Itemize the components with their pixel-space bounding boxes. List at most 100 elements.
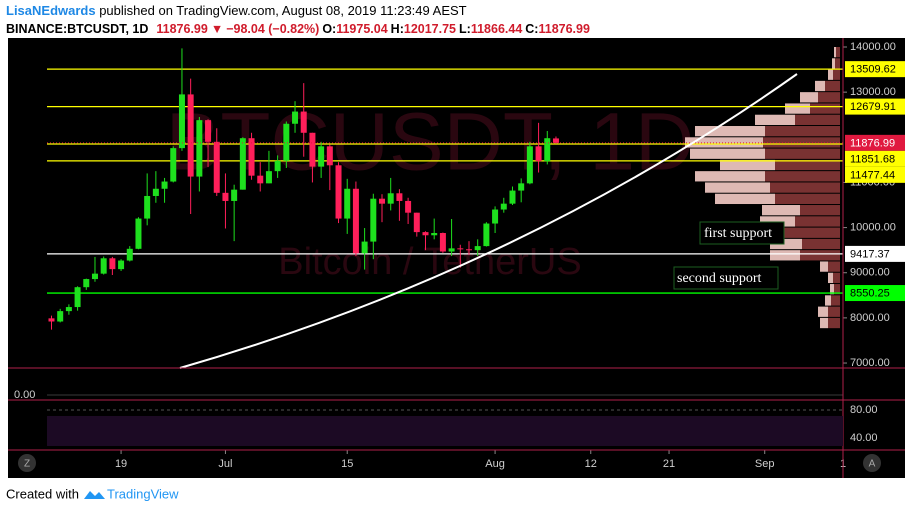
profile-up [690, 148, 765, 159]
profile-down [833, 69, 840, 80]
profile-down [775, 159, 840, 171]
zoom-button[interactable] [18, 454, 36, 472]
profile-down [800, 205, 840, 216]
rsi-band [47, 416, 843, 446]
candle-body [370, 198, 377, 242]
candle-body [465, 249, 472, 251]
x-tick-label: 21 [663, 458, 675, 470]
x-tick-label: 12 [585, 458, 597, 470]
y-tick-label: 10000.00 [850, 221, 896, 233]
price-tag [845, 98, 905, 115]
x-tick-label: Jul [218, 458, 232, 470]
profile-up [755, 114, 795, 126]
price-tag [845, 61, 905, 78]
candle-body [431, 233, 438, 236]
chart-panel [8, 38, 905, 478]
profile-up [828, 69, 833, 80]
candle-body [152, 188, 159, 196]
author[interactable]: LisaNEdwards [6, 3, 96, 18]
macd-tick-label: 0.00 [14, 389, 35, 401]
candle-body [387, 193, 394, 204]
profile-up [685, 137, 763, 148]
profile-down [763, 137, 840, 148]
candle-body [439, 233, 446, 252]
price-tag-label: 12679.91 [850, 101, 896, 113]
profile-up [705, 182, 770, 193]
candle-body [239, 138, 246, 190]
profile-down [775, 193, 840, 205]
candle-body [413, 212, 420, 233]
price-tag [845, 150, 905, 167]
profile-down [828, 306, 840, 317]
plot: 14000.0013000.0011000.0010000.009000.008… [14, 41, 905, 470]
profile-up [830, 284, 834, 295]
candle-body [457, 248, 464, 250]
profile-down [780, 227, 840, 238]
profile-up [695, 126, 765, 137]
rsi-tick-label: 80.00 [850, 404, 878, 416]
candle-body [483, 223, 490, 247]
candle-body [83, 279, 90, 288]
price-tag [845, 245, 905, 262]
annotation: first support [704, 226, 772, 241]
candle-body [74, 287, 81, 308]
profile-up [815, 80, 825, 92]
candle-body [309, 132, 316, 167]
profile-down [828, 261, 840, 272]
y-tick-label: 9000.00 [850, 267, 890, 279]
candle-body [205, 120, 212, 142]
profile-up [762, 205, 800, 216]
x-tick-label: 15 [341, 458, 353, 470]
last-price: 11876.99 [156, 22, 207, 36]
candle-body [213, 141, 220, 193]
profile-up [825, 295, 831, 306]
candle-body [509, 190, 516, 204]
candle-body [135, 218, 142, 249]
profile-up [800, 92, 818, 103]
footer-brand[interactable]: TradingView [107, 486, 179, 501]
price-tag-label: 8550.25 [850, 287, 890, 299]
candle-body [422, 232, 429, 236]
profile-down [795, 216, 840, 227]
down-arrow: ▼ [211, 22, 223, 36]
high-value: 12017.75 [404, 22, 456, 36]
price-tag [845, 285, 905, 302]
footer-logo [84, 491, 105, 499]
candle-body [535, 146, 542, 162]
price-tag [845, 166, 905, 183]
candle-body [318, 146, 325, 167]
y-tick-label: 8000.00 [850, 312, 890, 324]
candle-body [91, 273, 98, 280]
profile-down [800, 250, 840, 261]
candle-body [283, 123, 290, 161]
candle-body [231, 189, 238, 201]
profile-up [785, 103, 810, 114]
publish-line: LisaNEdwards published on TradingView.co… [6, 3, 467, 18]
profile-down [833, 272, 840, 284]
candle-body [396, 193, 403, 201]
candle-body [344, 188, 351, 219]
rsi-tick-label: 40.00 [850, 432, 878, 444]
profile-down [765, 148, 840, 159]
candle-body [526, 146, 533, 184]
candle-body [100, 258, 107, 274]
profile-down [828, 317, 840, 329]
x-tick-label: Aug [485, 458, 505, 470]
candle-body [248, 138, 255, 176]
auto-icon: A [869, 459, 876, 470]
candle-body [161, 181, 168, 189]
zoom-icon: Z [24, 459, 30, 470]
candle-body [552, 138, 559, 143]
x-tick-label: 19 [115, 458, 127, 470]
profile-up [832, 58, 835, 69]
candle-body [126, 248, 133, 261]
close-label: C: [525, 22, 538, 36]
annotation-box [673, 266, 779, 290]
profile-down [765, 126, 840, 137]
candle-body [335, 165, 342, 219]
auto-button[interactable] [863, 454, 881, 472]
low-label: L: [459, 22, 471, 36]
footer-prefix: Created with [6, 486, 79, 501]
